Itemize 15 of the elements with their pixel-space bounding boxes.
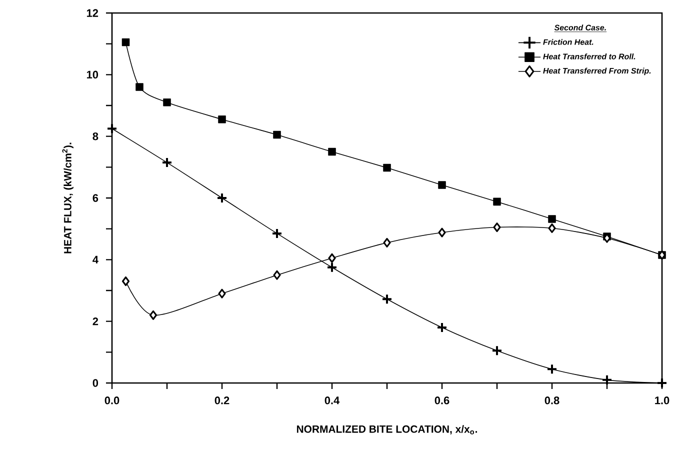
x-tick-label: 0.4 <box>324 396 340 404</box>
y-tick-label: 10 <box>86 70 98 79</box>
x-tick-label: 0.2 <box>214 396 230 404</box>
x-tick-label: 0.8 <box>544 396 560 404</box>
y-tick-label: 4 <box>92 256 98 264</box>
y-axis-title: HEAT FLUX, (kW/cm$^{2}$). <box>62 142 74 254</box>
y-tick-label: 0 <box>92 379 98 387</box>
y-tick-label: 8 <box>92 132 98 140</box>
x-tick-label: 0.0 <box>104 396 120 404</box>
y-tick-label: 2 <box>92 318 98 326</box>
x-axis-title: NORMALIZED BITE LOCATION, x/x$_{o}$. <box>296 425 478 434</box>
y-tick-label: 6 <box>92 194 98 202</box>
y-tick-label: 12 <box>86 9 98 17</box>
x-tick-label: 1.0 <box>655 396 670 404</box>
x-tick-label: 0.6 <box>434 396 450 404</box>
